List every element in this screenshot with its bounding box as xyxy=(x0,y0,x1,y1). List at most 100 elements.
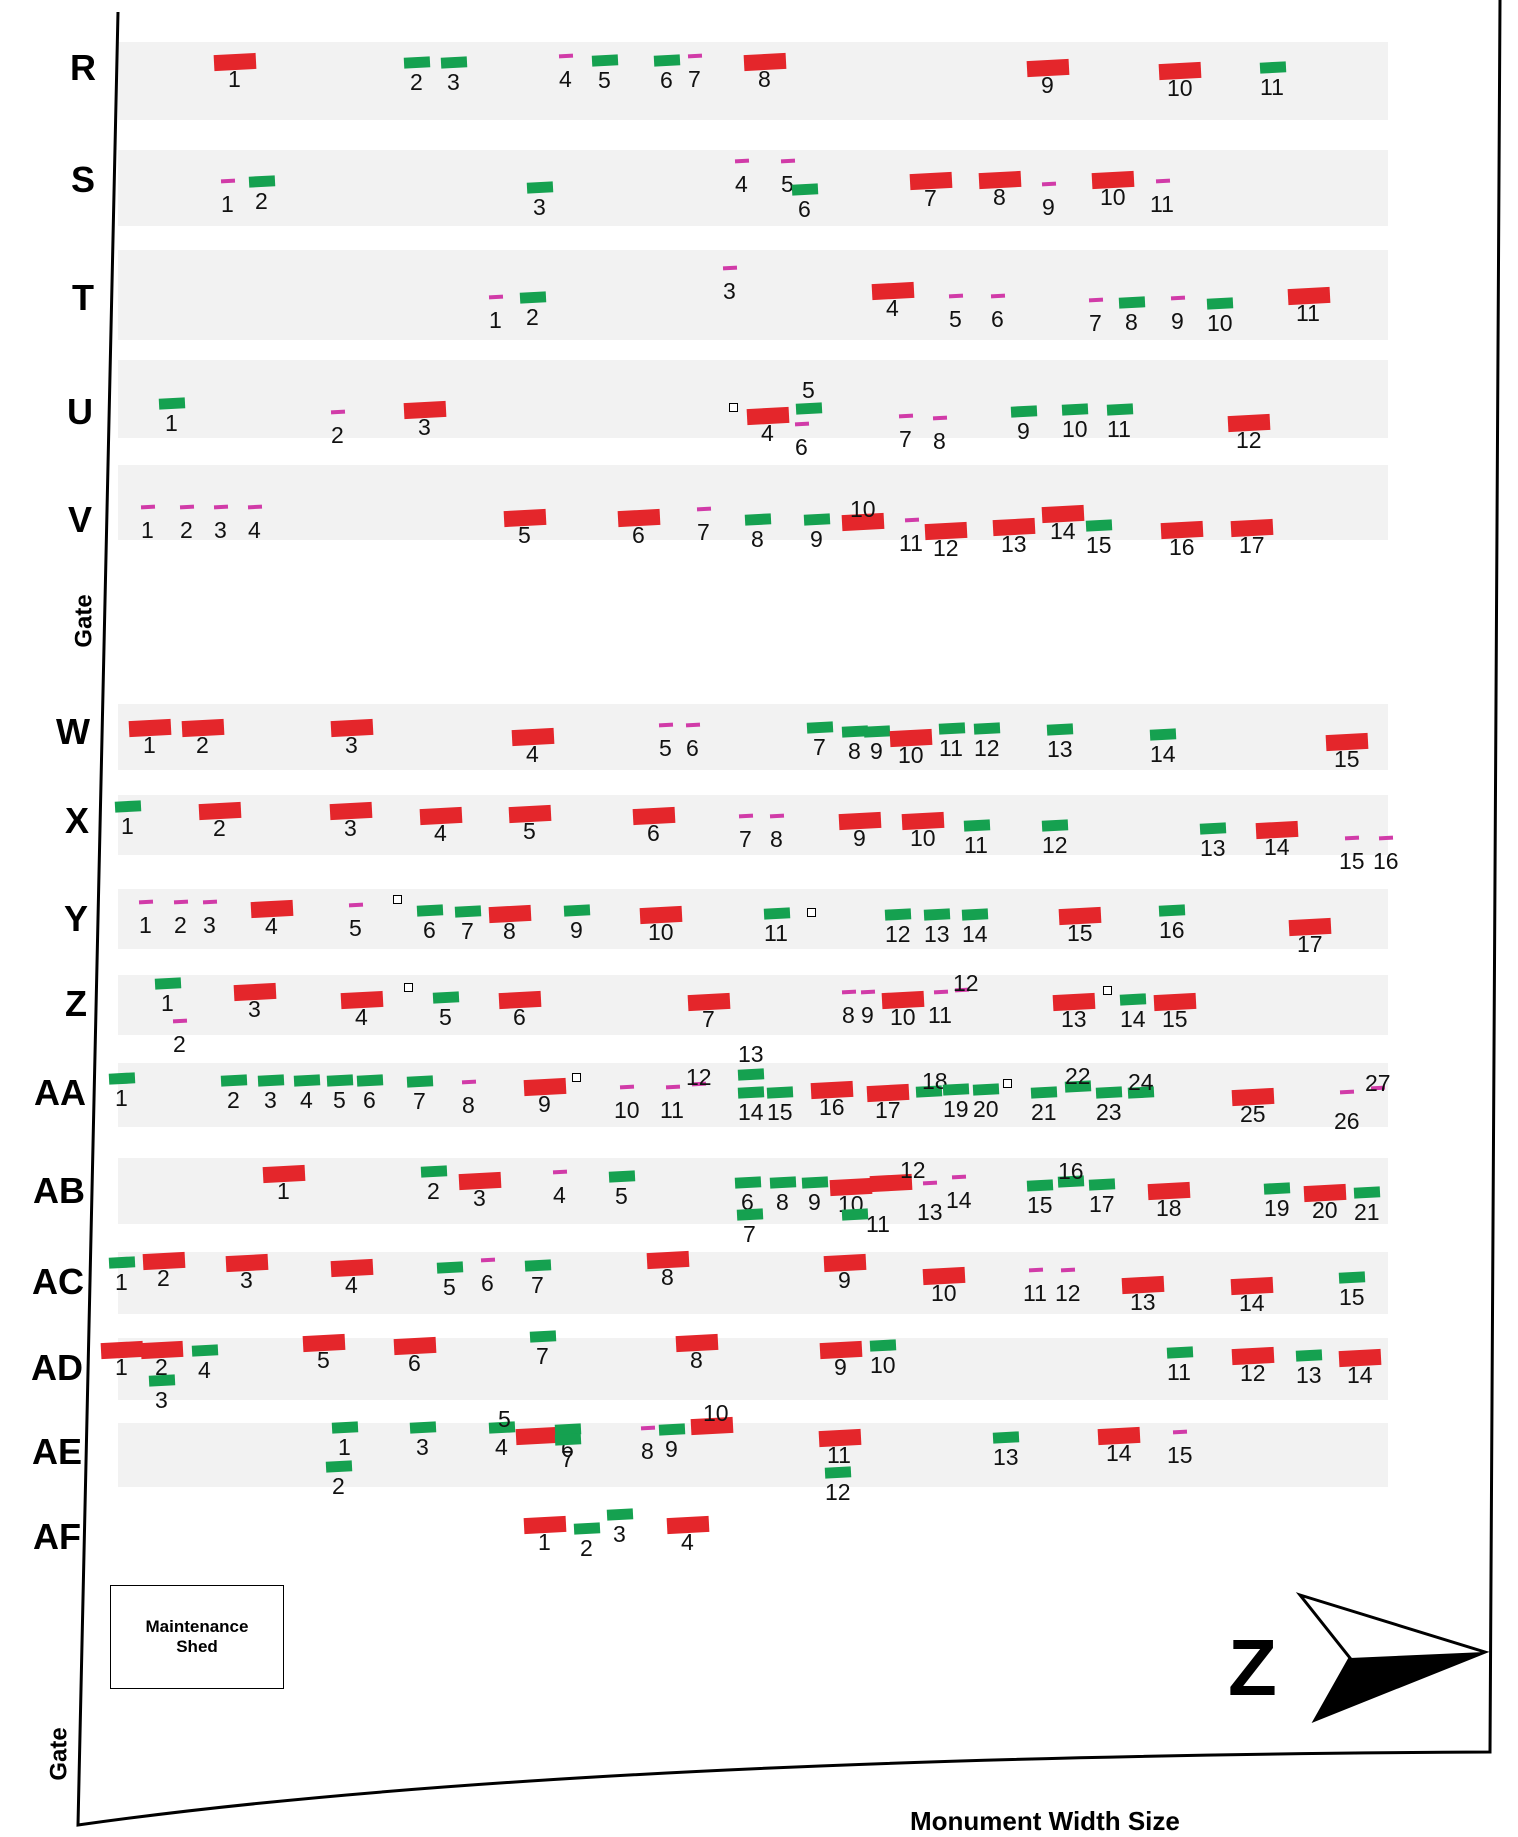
monument-marker-af-3 xyxy=(606,1508,634,1521)
monument-number: 15 xyxy=(1339,848,1365,874)
monument-marker-v-15 xyxy=(1085,519,1113,532)
monument-number: 15 xyxy=(1334,746,1360,772)
monument-marker-aa-6 xyxy=(356,1074,384,1087)
monument-number: 1 xyxy=(143,732,156,758)
monument-number: 17 xyxy=(1297,931,1323,957)
monument-number: 5 xyxy=(518,522,531,548)
monument-marker-t-7 xyxy=(1088,297,1104,303)
monument-marker-ab-9 xyxy=(801,1176,829,1189)
monument-number: 17 xyxy=(1239,532,1265,558)
monument-number: 1 xyxy=(141,517,154,543)
monument-number: 25 xyxy=(1240,1101,1266,1127)
monument-number: 9 xyxy=(665,1436,678,1462)
monument-marker-z-5 xyxy=(432,991,460,1004)
monument-marker-w-9 xyxy=(863,725,891,738)
monument-marker-v-7 xyxy=(696,506,712,512)
monument-number: 1 xyxy=(115,1269,128,1295)
monument-marker-t-3 xyxy=(722,265,738,271)
maintenance-shed-label: Maintenance Shed xyxy=(145,1617,249,1656)
monument-number: 11 xyxy=(964,832,988,858)
monument-number: 3 xyxy=(345,732,358,758)
monument-number: 8 xyxy=(751,526,764,552)
monument-number: 4 xyxy=(265,913,278,939)
monument-marker-ae-8 xyxy=(640,1425,656,1431)
monument-number: 21 xyxy=(1354,1199,1380,1225)
monument-number: 6 xyxy=(686,735,699,761)
monument-marker-y-9 xyxy=(563,904,591,917)
monument-marker-y-12 xyxy=(884,908,912,921)
monument-number: 7 xyxy=(531,1272,544,1298)
monument-marker-u-8 xyxy=(932,415,948,421)
monument-number: 7 xyxy=(561,1446,574,1472)
monument-number: 6 xyxy=(423,917,436,943)
monument-number: 4 xyxy=(553,1182,566,1208)
monument-marker-u-9 xyxy=(1010,405,1038,418)
monument-number: 14 xyxy=(738,1099,764,1125)
monument-number: 8 xyxy=(848,738,861,764)
monument-number: 6 xyxy=(741,1189,754,1215)
monument-number: 12 xyxy=(1042,832,1068,858)
monument-number: 19 xyxy=(943,1096,969,1122)
monument-number: 4 xyxy=(559,66,572,92)
monument-marker-s-11 xyxy=(1155,178,1171,184)
monument-number: 1 xyxy=(121,813,134,839)
monument-number: 6 xyxy=(632,522,645,548)
monument-number: 4 xyxy=(198,1357,211,1383)
monument-marker-ad-11 xyxy=(1166,1346,1194,1359)
monument-marker-u-5 xyxy=(795,402,823,415)
monument-marker-u-square xyxy=(728,403,738,412)
monument-marker-r-11 xyxy=(1259,61,1287,74)
monument-marker-t-8 xyxy=(1118,296,1146,309)
monument-number: 10 xyxy=(910,825,936,851)
monument-number: 16 xyxy=(1159,917,1185,943)
monument-marker-aa-19 xyxy=(942,1083,970,1096)
monument-number: 1 xyxy=(489,307,502,333)
monument-number: 7 xyxy=(899,426,912,452)
monument-number: 7 xyxy=(688,66,701,92)
monument-marker-z-square xyxy=(403,983,413,992)
monument-marker-aa-10 xyxy=(619,1084,635,1090)
monument-number: 14 xyxy=(1120,1006,1146,1032)
monument-marker-z-square xyxy=(1102,986,1112,995)
monument-marker-y-13 xyxy=(923,908,951,921)
monument-number: 4 xyxy=(495,1434,508,1460)
row-band-y xyxy=(118,889,1388,949)
monument-marker-v-2 xyxy=(179,504,195,510)
monument-number: 2 xyxy=(155,1354,168,1380)
monument-marker-t-10 xyxy=(1206,297,1234,310)
monument-marker-ab-21 xyxy=(1353,1186,1381,1199)
monument-marker-aa-8 xyxy=(461,1079,477,1085)
monument-number: 14 xyxy=(1150,741,1176,767)
monument-marker-ab-17 xyxy=(1088,1178,1116,1191)
monument-number: 10 xyxy=(1167,75,1193,101)
monument-marker-ae-13 xyxy=(992,1431,1020,1444)
monument-number: 2 xyxy=(227,1087,240,1113)
monument-marker-v-1 xyxy=(140,504,156,510)
monument-number: 9 xyxy=(870,738,883,764)
monument-number: 8 xyxy=(1125,309,1138,335)
monument-number: 15 xyxy=(1162,1006,1188,1032)
monument-number: 4 xyxy=(300,1087,313,1113)
monument-number: 2 xyxy=(174,912,187,938)
monument-marker-s-6 xyxy=(791,183,819,196)
monument-number: 18 xyxy=(1156,1195,1182,1221)
monument-marker-x-12 xyxy=(1041,819,1069,832)
monument-number: 9 xyxy=(1017,418,1030,444)
monument-number: 1 xyxy=(115,1354,128,1380)
monument-marker-u-2 xyxy=(330,409,346,415)
row-band-t xyxy=(118,250,1388,340)
monument-marker-ab-5 xyxy=(608,1170,636,1183)
monument-number: 11 xyxy=(1023,1280,1047,1306)
monument-number: 12 xyxy=(974,735,1000,761)
row-bands xyxy=(118,42,1388,1487)
monument-number: 8 xyxy=(641,1438,654,1464)
monument-number: 11 xyxy=(939,735,963,761)
monument-number: 14 xyxy=(1264,834,1290,860)
monument-number: 15 xyxy=(1167,1442,1193,1468)
row-label-v: V xyxy=(67,499,92,540)
monument-number: 3 xyxy=(416,1434,429,1460)
monument-number: 17 xyxy=(1089,1191,1115,1217)
monument-marker-aa-3 xyxy=(257,1074,285,1087)
monument-number: 2 xyxy=(526,304,539,330)
